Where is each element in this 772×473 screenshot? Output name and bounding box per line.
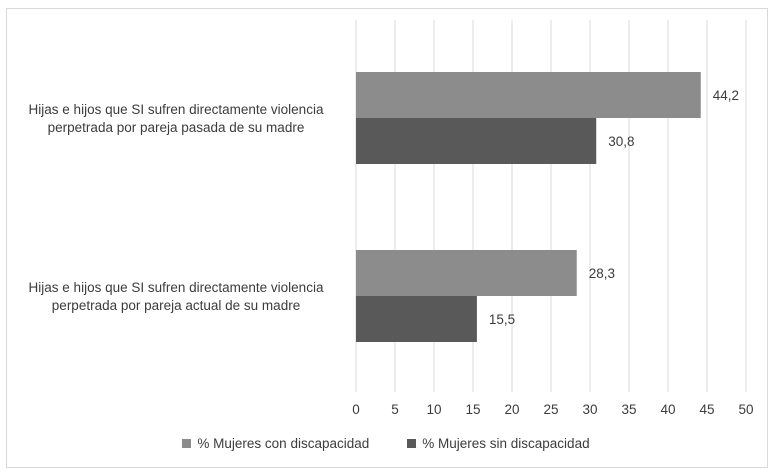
- legend-item-sin-discapacidad: % Mujeres sin discapacidad: [407, 436, 590, 451]
- x-tick-label: 40: [660, 402, 675, 417]
- x-tick-label: 50: [738, 402, 753, 417]
- data-label: 44,2: [713, 88, 739, 103]
- category-label: Hijas e hijos que SI sufren directamente…: [29, 280, 324, 295]
- legend-label-sin-discapacidad: % Mujeres sin discapacidad: [422, 436, 590, 451]
- data-label: 15,5: [489, 312, 515, 327]
- x-tick-label: 10: [426, 402, 441, 417]
- x-tick-label: 30: [582, 402, 597, 417]
- legend-swatch-con-discapacidad: [182, 439, 192, 448]
- category-label: Hijas e hijos que SI sufren directamente…: [29, 102, 324, 117]
- bar: [356, 118, 597, 164]
- bar: [356, 72, 701, 118]
- legend-label-con-discapacidad: % Mujeres con discapacidad: [197, 436, 370, 451]
- x-tick-label: 15: [465, 402, 480, 417]
- data-label: 30,8: [608, 134, 634, 149]
- x-tick-label: 20: [504, 402, 519, 417]
- legend-swatch-sin-discapacidad: [407, 439, 417, 448]
- x-tick-label: 45: [699, 402, 714, 417]
- legend: % Mujeres con discapacidad % Mujeres sin…: [0, 436, 772, 451]
- x-tick-label: 5: [391, 402, 399, 417]
- bar: [356, 296, 477, 342]
- x-tick-label: 25: [543, 402, 558, 417]
- legend-item-con-discapacidad: % Mujeres con discapacidad: [182, 436, 369, 451]
- data-label: 28,3: [589, 266, 615, 281]
- x-tick-label: 0: [352, 402, 360, 417]
- x-tick-label: 35: [621, 402, 636, 417]
- category-label: perpetrada por pareja pasada de su madre: [48, 120, 305, 135]
- category-label: perpetrada por pareja actual de su madre: [52, 298, 300, 313]
- bar: [356, 250, 577, 296]
